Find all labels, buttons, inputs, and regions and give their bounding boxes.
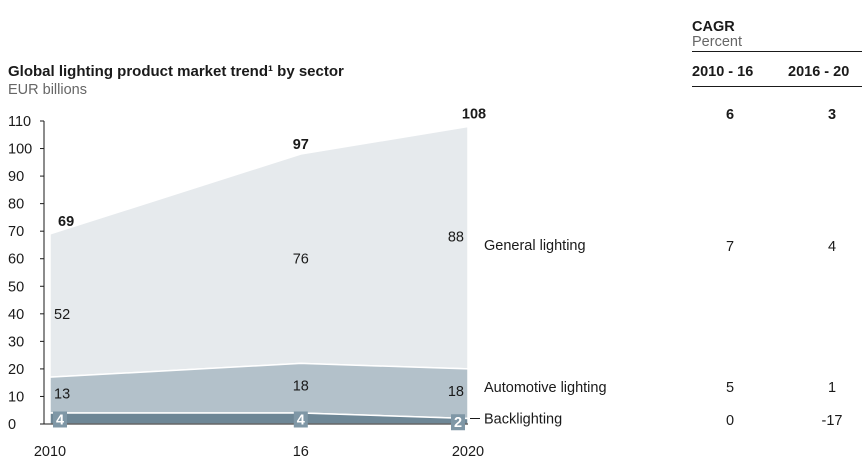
total-value-label: 108 xyxy=(462,107,486,123)
general-lighting-value-label: 88 xyxy=(448,230,464,246)
backlighting-value-label: 2 xyxy=(454,415,462,431)
series-name-automotive-lighting: Automotive lighting xyxy=(484,380,607,396)
automotive-lighting-value-label: 18 xyxy=(448,384,464,400)
cagr-automotive-1: 5 xyxy=(725,380,735,396)
general-lighting-value-label: 76 xyxy=(293,252,309,268)
backlighting-value-label: 4 xyxy=(297,412,305,428)
y-tick-label: 90 xyxy=(8,169,24,185)
general-lighting-value-label: 52 xyxy=(54,307,70,323)
cagr-unit: Percent xyxy=(692,34,742,50)
automotive-lighting-value-label: 13 xyxy=(54,386,70,402)
y-tick-label: 50 xyxy=(8,279,24,295)
cagr-title: CAGR xyxy=(692,19,735,35)
area-general-lighting xyxy=(49,125,469,378)
y-tick-label: 70 xyxy=(8,224,24,240)
y-tick-label: 20 xyxy=(8,362,24,378)
x-tick-label: 2020 xyxy=(452,444,484,459)
y-tick-label: 30 xyxy=(8,334,24,350)
cagr-backlighting-1: 0 xyxy=(725,413,735,429)
y-tick-label: 100 xyxy=(8,142,32,158)
automotive-lighting-value-label: 18 xyxy=(293,379,309,395)
chart-unit: EUR billions xyxy=(8,82,87,98)
cagr-divider xyxy=(692,51,862,52)
x-tick-label: 2010 xyxy=(34,444,66,459)
cagr-column-header-2: 2016 - 20 xyxy=(788,64,850,80)
y-tick-label: 0 xyxy=(8,417,16,433)
y-tick-label: 10 xyxy=(8,389,24,405)
x-tick-label: 16 xyxy=(293,444,309,459)
backlighting-value-box xyxy=(451,414,465,431)
y-tick-label: 110 xyxy=(8,114,31,130)
total-value-label: 97 xyxy=(293,137,309,153)
total-value-label: 69 xyxy=(58,214,74,230)
y-tick-label: 80 xyxy=(8,197,24,213)
cagr-total-2: 3 xyxy=(827,107,837,123)
series-name-backlighting: Backlighting xyxy=(484,411,562,427)
cagr-automotive-2: 1 xyxy=(827,380,837,396)
cagr-backlighting-2: -17 xyxy=(821,413,843,429)
backlighting-value-label: 4 xyxy=(56,412,64,428)
cagr-general-1: 7 xyxy=(725,239,735,255)
y-tick-label: 40 xyxy=(8,307,24,323)
cagr-column-header-1: 2010 - 16 xyxy=(692,64,754,80)
cagr-header-divider xyxy=(692,86,862,87)
cagr-general-2: 4 xyxy=(827,239,837,255)
chart-title: Global lighting product market trend¹ by… xyxy=(8,63,344,80)
cagr-total-1: 6 xyxy=(725,107,735,123)
backlighting-value-box xyxy=(293,411,308,428)
y-tick-label: 60 xyxy=(8,252,24,268)
series-name-general-lighting: General lighting xyxy=(484,238,586,254)
backlighting-value-box xyxy=(53,411,67,428)
